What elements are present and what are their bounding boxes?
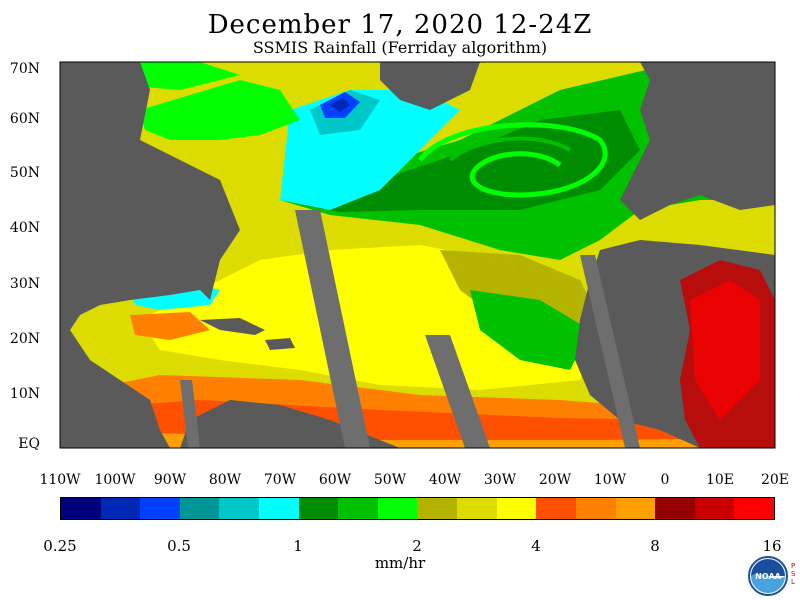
colorbar-label-2: 2 <box>412 537 422 555</box>
colorbar-label-1: 1 <box>293 537 303 555</box>
colorbar-segment <box>61 498 101 519</box>
colorbar-segment <box>457 498 497 519</box>
colorbar <box>60 497 775 520</box>
east-green-zone <box>470 290 590 370</box>
colorbar-segment <box>140 498 180 519</box>
lon-label-70w: 70W <box>263 472 297 488</box>
colorbar-label-0-25: 0.25 <box>43 537 77 555</box>
lon-label-80w: 80W <box>208 472 242 488</box>
lon-label-30w: 30W <box>483 472 517 488</box>
lat-label-70n: 70N <box>9 61 40 77</box>
lon-label-110w: 110W <box>39 472 81 488</box>
colorbar-segment <box>417 498 458 519</box>
colorbar-segment <box>575 498 616 519</box>
colorbar-label-16: 16 <box>762 537 782 555</box>
orange-patch-gulf <box>130 312 210 340</box>
map-subtitle: SSMIS Rainfall (Ferriday algorithm) <box>252 38 548 57</box>
colorbar-label-4: 4 <box>531 537 541 555</box>
colorbar-label-0-5: 0.5 <box>167 537 191 555</box>
lon-label-90w: 90W <box>153 472 187 488</box>
colorbar-segment <box>536 498 576 519</box>
colorbar-segment <box>655 498 695 519</box>
lon-label-60w: 60W <box>318 472 352 488</box>
lat-label-60n: 60N <box>9 111 40 127</box>
colorbar-units: mm/hr <box>374 554 426 572</box>
north-america-land <box>60 62 240 448</box>
lon-label-20e: 20E <box>760 472 790 488</box>
colorbar-segment <box>496 498 537 519</box>
noaa-logo: NOAA <box>748 556 788 596</box>
colorbar-segment <box>734 498 774 519</box>
no-data-swath-2 <box>425 335 490 448</box>
lon-label-20w: 20W <box>538 472 572 488</box>
lon-label-0: 0 <box>660 472 670 488</box>
lat-label-20n: 20N <box>9 331 40 347</box>
no-data-swath-3 <box>580 255 640 448</box>
noaa-logo-text: NOAA <box>755 572 781 581</box>
lat-label-30n: 30N <box>9 276 40 292</box>
storm-swirl <box>418 122 608 198</box>
lat-label-10n: 10N <box>9 386 40 402</box>
midlatitude-dark-green <box>300 110 640 212</box>
canada-green <box>140 80 300 140</box>
europe-land <box>620 62 775 220</box>
lon-label-40w: 40W <box>428 472 462 488</box>
sahara-rain-core <box>690 280 760 420</box>
map-frame <box>59 61 776 449</box>
lon-label-10e: 10E <box>705 472 735 488</box>
colorbar-segment <box>298 498 339 519</box>
map-title: December 17, 2020 12-24Z <box>207 10 593 40</box>
no-data-swath-4 <box>180 380 200 448</box>
lon-label-100w: 100W <box>94 472 136 488</box>
no-data-swath-1 <box>295 210 370 448</box>
greenland-land <box>380 62 480 110</box>
colorbar-segment <box>338 498 378 519</box>
lat-label-eq: EQ <box>18 436 40 452</box>
colorbar-segment <box>694 498 735 519</box>
storm-swirl-inner <box>448 136 572 162</box>
colorbar-label-8: 8 <box>650 537 660 555</box>
lon-label-10w: 10W <box>593 472 627 488</box>
colorbar-segment <box>259 498 299 519</box>
colorbar-segment <box>615 498 656 519</box>
lat-label-50n: 50N <box>9 165 40 181</box>
cuba-land <box>200 318 265 335</box>
lat-label-40n: 40N <box>9 220 40 236</box>
colorbar-segment <box>219 498 260 519</box>
hispaniola-land <box>265 338 295 350</box>
navy-core <box>330 98 350 112</box>
colorbar-segment <box>377 498 418 519</box>
colorbar-segment <box>179 498 220 519</box>
lon-label-50w: 50W <box>373 472 407 488</box>
colorbar-segment <box>100 498 141 519</box>
